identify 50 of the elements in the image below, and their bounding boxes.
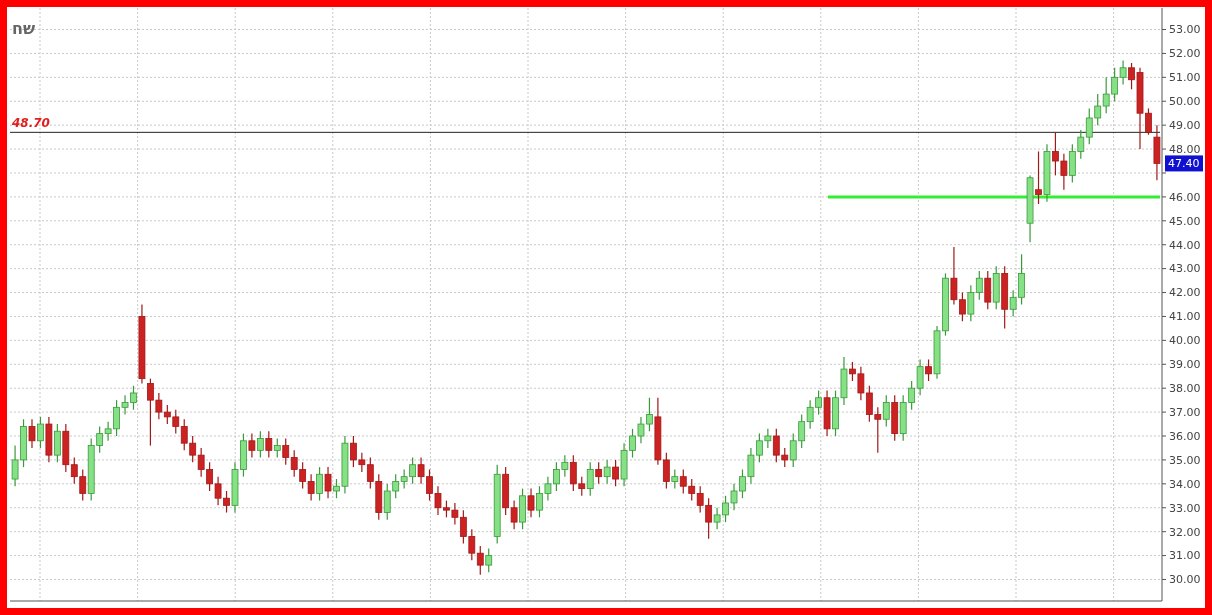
candlestick <box>476 545 484 576</box>
y-tick-label: 52.00 <box>1169 47 1201 61</box>
candlestick <box>882 394 890 428</box>
y-tick-label: 36.00 <box>1169 429 1201 443</box>
annotation: שח <box>12 19 36 38</box>
y-tick-label: 40.00 <box>1169 334 1201 348</box>
annotation: 47.40 <box>1168 157 1200 171</box>
y-tick-label: 35.00 <box>1169 453 1201 467</box>
ref-line-label: 48.70 <box>11 116 50 131</box>
y-tick-label: 51.00 <box>1169 71 1201 85</box>
candlestick <box>37 416 44 449</box>
y-tick-label: 34.00 <box>1169 477 1201 491</box>
y-tick-label: 45.00 <box>1169 214 1201 228</box>
candlestick <box>485 547 493 573</box>
candlestick <box>967 284 975 322</box>
candlestick <box>248 433 256 459</box>
candlestick <box>282 437 290 466</box>
y-tick-label: 37.00 <box>1169 405 1201 419</box>
candlestick <box>603 459 611 485</box>
candlestick <box>316 466 323 502</box>
y-tick-label: 41.00 <box>1169 310 1201 324</box>
y-tick-label: 33.00 <box>1169 501 1201 515</box>
y-tick-label: 53.00 <box>1169 23 1201 37</box>
candlestick <box>53 423 61 463</box>
y-tick-label: 43.00 <box>1169 262 1201 276</box>
y-tick-label: 38.00 <box>1169 382 1201 396</box>
candlestick <box>612 459 619 487</box>
candlestick <box>595 461 603 485</box>
candlestick <box>256 430 264 459</box>
y-tick-label: 39.00 <box>1169 358 1201 372</box>
candlestick <box>975 270 983 301</box>
candlestick <box>925 358 932 382</box>
candlestick <box>273 437 281 459</box>
y-tick-label: 44.00 <box>1169 238 1201 252</box>
candlestick <box>671 468 679 490</box>
y-tick-label: 32.00 <box>1169 525 1201 539</box>
candlestick <box>984 270 992 310</box>
y-tick-label: 42.00 <box>1169 286 1201 300</box>
candlestick <box>1035 150 1042 205</box>
candlestick <box>265 430 273 459</box>
candlestick <box>28 418 36 449</box>
y-tick-label: 46.00 <box>1169 190 1201 204</box>
y-tick-label: 49.00 <box>1169 119 1201 133</box>
candlestick <box>586 461 594 497</box>
y-tick-label: 50.00 <box>1169 95 1201 109</box>
y-tick-label: 30.00 <box>1169 573 1201 587</box>
y-tick-label: 31.00 <box>1169 549 1201 563</box>
y-tick-label: 48.00 <box>1169 142 1201 156</box>
candlestick <box>324 466 332 499</box>
candlestick <box>527 488 535 518</box>
